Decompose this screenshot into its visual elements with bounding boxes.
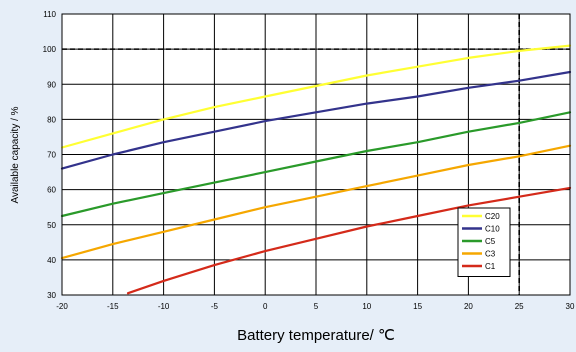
x-tick-label: -15 — [107, 302, 119, 311]
legend-label-c10: C10 — [485, 225, 500, 234]
x-tick-label: -5 — [211, 302, 219, 311]
y-tick-label: 50 — [47, 221, 56, 230]
x-tick-label: 0 — [263, 302, 268, 311]
x-tick-label: 25 — [515, 302, 524, 311]
y-tick-label: 40 — [47, 256, 56, 265]
y-tick-label: 60 — [47, 186, 56, 195]
x-tick-label: 30 — [566, 302, 575, 311]
series-line-c5 — [60, 111, 572, 218]
x-tick-label: 5 — [314, 302, 319, 311]
y-tick-label: 30 — [47, 291, 56, 300]
x-tick-label: 10 — [362, 302, 371, 311]
series-line-c20 — [60, 44, 572, 149]
y-tick-label: 70 — [47, 151, 56, 160]
y-axis-title: Available capacity / % — [10, 106, 21, 203]
y-tick-label: 100 — [43, 45, 57, 54]
reference-lines — [62, 14, 570, 295]
series-line-c10 — [60, 70, 572, 170]
legend-label-c1: C1 — [485, 262, 496, 271]
legend-label-c20: C20 — [485, 212, 500, 221]
x-tick-label: 20 — [464, 302, 473, 311]
tick-labels: -20 -15 -10 -5 0 5 10 15 20 25 30 30 40 50 60 70 80 90 100… — [43, 10, 575, 311]
legend-label-c5: C5 — [485, 237, 496, 246]
x-axis-title: Battery temperature/ ℃ — [237, 327, 395, 344]
y-tick-label: 110 — [43, 10, 56, 19]
x-tick-label: -10 — [158, 302, 170, 311]
y-tick-label: 80 — [47, 115, 56, 124]
x-tick-label: 15 — [413, 302, 422, 311]
legend-label-c3: C3 — [485, 250, 496, 259]
series-lines — [60, 44, 572, 295]
x-tick-label: -20 — [56, 302, 68, 311]
series-line-c1 — [126, 186, 572, 295]
y-tick-label: 90 — [47, 80, 56, 89]
plot-frame — [61, 13, 571, 296]
legend: C20 C10 C5 C3 C1 — [457, 207, 511, 277]
series-line-c3 — [60, 144, 572, 260]
